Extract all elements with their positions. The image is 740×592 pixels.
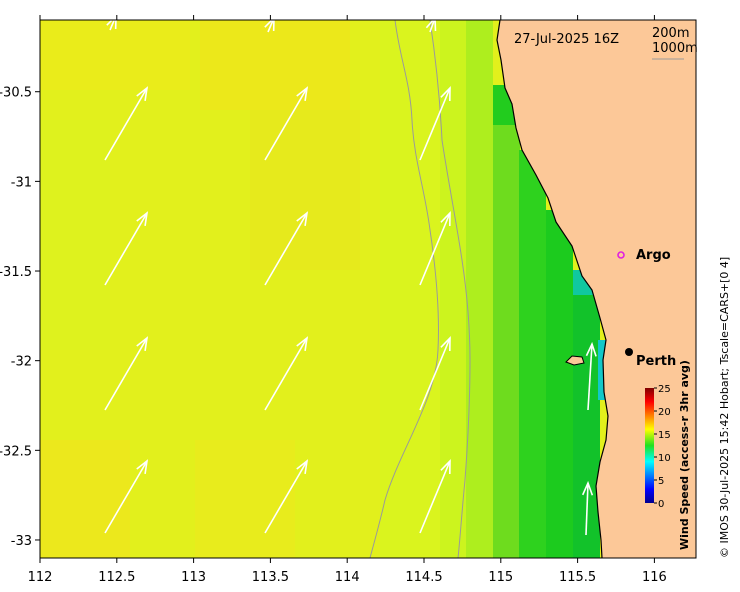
wind-arrow — [264, 336, 309, 411]
wind-arrow — [104, 336, 149, 411]
wind-patch — [40, 440, 130, 558]
x-tick-label: 112 — [28, 570, 53, 585]
wind-arrow — [419, 86, 451, 161]
wind-arrow — [106, 20, 117, 31]
wind-arrow — [104, 211, 149, 286]
y-tick-label: -31 — [11, 175, 32, 190]
y-tick-label: -31.5 — [0, 265, 32, 280]
x-tick-label: 113 — [181, 570, 206, 585]
coastline — [496, 20, 609, 558]
wind-arrow — [419, 211, 451, 286]
wind-arrows — [104, 20, 597, 536]
wind-patch — [200, 20, 350, 110]
wind-patch — [195, 440, 295, 558]
argo-marker — [617, 251, 625, 259]
wind-band — [466, 20, 493, 558]
x-tick-label: 115 — [488, 570, 513, 585]
timestamp: 27-Jul-2025 16Z — [514, 32, 619, 47]
credit-text: © IMOS 30-Jul-2025 15:42 Hobart; Tscale=… — [718, 257, 731, 558]
depth-contour-200m — [429, 20, 471, 558]
depth-legend-1000m: 1000m — [652, 41, 698, 56]
x-tick-label: 116 — [642, 570, 667, 585]
depth-legend-200m: 200m — [652, 26, 689, 41]
wind-arrow — [264, 86, 309, 161]
y-tick-label: -30.5 — [0, 86, 32, 101]
rottnest-island — [565, 355, 585, 366]
wind-band — [380, 20, 440, 558]
perth-marker — [625, 348, 633, 356]
wind-band — [493, 85, 520, 558]
wind-band — [440, 20, 468, 558]
y-axis: -30.5 -31 -31.5 -32 -32.5 -33 — [0, 86, 40, 549]
wind-arrow — [419, 459, 451, 534]
colorbar-title: Wind Speed (access-r 3hr avg) — [678, 360, 691, 550]
wind-arrow — [104, 86, 149, 161]
colorbar — [645, 388, 654, 503]
x-tick-label: 113.5 — [252, 570, 289, 585]
wind-arrow — [419, 336, 451, 411]
wind-band — [519, 150, 546, 558]
wind-arrow — [264, 211, 309, 286]
colorbar-tick-label: 5 — [658, 476, 664, 487]
wind-patch — [40, 120, 110, 350]
x-tick-label: 115.5 — [559, 570, 596, 585]
y-tick-label: -33 — [11, 534, 32, 549]
wind-arrow — [581, 480, 594, 536]
y-tick-label: -32.5 — [0, 444, 32, 459]
plot-frame — [39, 19, 697, 559]
colorbar-tick-label: 20 — [658, 407, 671, 418]
x-tick-label: 114 — [335, 570, 360, 585]
wind-arrow — [585, 341, 597, 411]
colorbar-tick-label: 0 — [658, 499, 664, 510]
wind-arrow — [264, 459, 309, 534]
y-tick-label: -32 — [11, 355, 32, 370]
x-tick-label: 114.5 — [405, 570, 442, 585]
place-label-perth: Perth — [636, 354, 676, 369]
depth-contour-1000m — [369, 20, 440, 558]
wind-patch — [250, 110, 360, 270]
colorbar-tick-label: 10 — [658, 453, 671, 464]
colorbar-tick-label: 15 — [658, 430, 671, 441]
place-label-argo: Argo — [636, 248, 671, 263]
x-tick-label: 112.5 — [98, 570, 135, 585]
wind-patch — [40, 20, 190, 90]
wind-arrow — [104, 459, 149, 534]
colorbar-ticks: 25 20 15 10 5 0 — [654, 384, 671, 510]
x-axis: 112 112.5 113 113.5 114 114.5 115 115.5 116 — [28, 15, 667, 585]
wind-band — [546, 210, 573, 558]
colorbar-tick-label: 25 — [658, 384, 671, 395]
